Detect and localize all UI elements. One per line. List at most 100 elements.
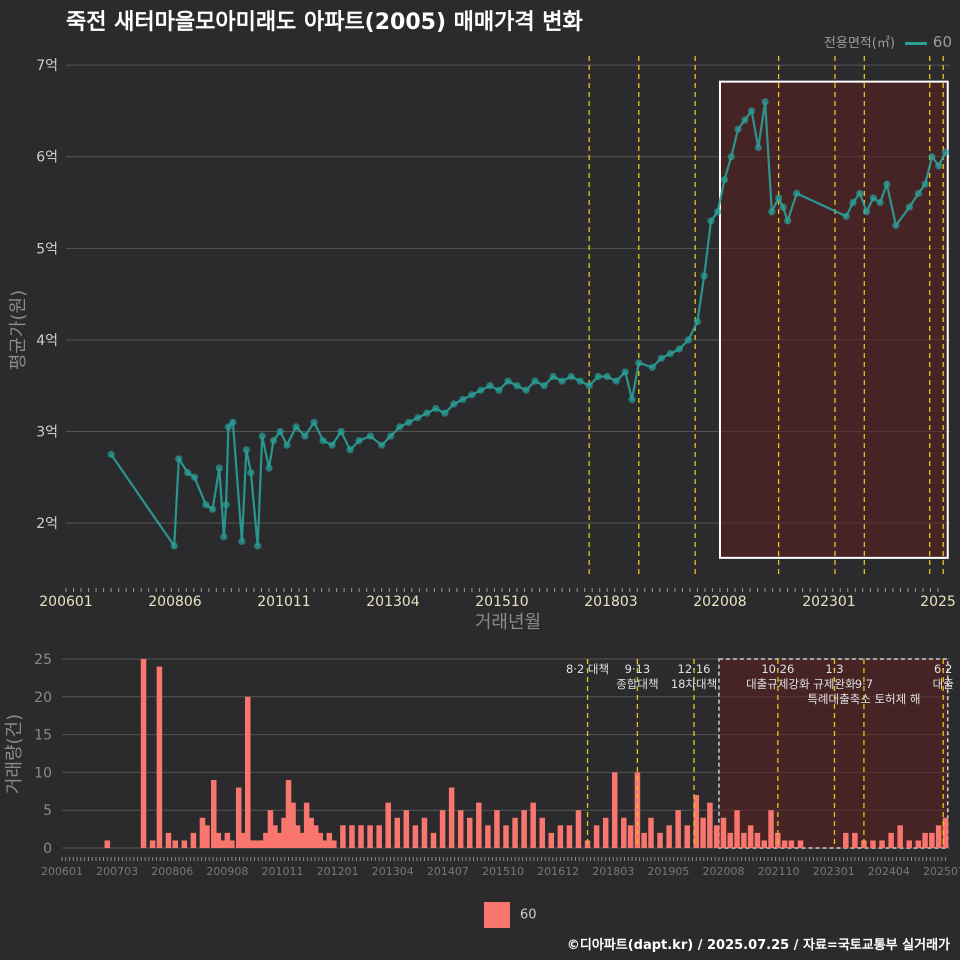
price-data-point <box>522 386 530 394</box>
volume-bar <box>648 817 654 848</box>
volume-bar <box>181 840 188 848</box>
price-data-point <box>265 464 273 472</box>
volume-bar <box>485 825 491 848</box>
volume-bar <box>281 817 287 848</box>
price-data-point <box>283 441 291 449</box>
volume-bar <box>634 772 641 848</box>
volume-x-tick-label: 201304 <box>372 865 414 878</box>
area-legend: 전용면적(㎡) 60 <box>824 32 952 51</box>
volume-y-tick-label: 15 <box>34 728 52 744</box>
volume-bar <box>303 802 310 848</box>
price-y-tick-label: 6억 <box>36 150 58 166</box>
volume-bar <box>358 825 364 848</box>
price-data-point <box>761 98 769 106</box>
volume-bar <box>602 817 609 848</box>
volume-x-tick-label: 200908 <box>206 865 248 878</box>
volume-bar <box>727 832 734 848</box>
price-data-point <box>621 368 629 376</box>
volume-bar <box>906 840 912 848</box>
volume-bar <box>942 817 949 848</box>
price-data-point <box>319 437 327 445</box>
price-data-point <box>477 386 485 394</box>
price-data-point <box>229 418 237 426</box>
price-data-point <box>603 372 611 381</box>
price-y-tick-label: 7억 <box>36 58 58 74</box>
volume-x-tick-label: 201612 <box>537 865 579 878</box>
price-data-point <box>747 107 756 115</box>
price-data-point <box>779 203 787 211</box>
price-data-point <box>441 409 449 417</box>
volume-bar <box>229 840 235 848</box>
volume-bar <box>331 840 337 848</box>
volume-bar <box>312 825 319 848</box>
price-data-point <box>366 432 375 440</box>
volume-bar <box>521 810 527 848</box>
volume-policy-text-label: 규제완화 <box>813 677 856 691</box>
price-data-point <box>184 469 192 477</box>
volume-bar <box>249 840 256 848</box>
volume-bar <box>385 802 391 848</box>
price-data-point <box>675 345 683 353</box>
volume-bar <box>215 832 222 848</box>
volume-bar <box>512 817 518 848</box>
volume-bar <box>539 817 545 848</box>
volume-bar <box>797 840 804 848</box>
volume-x-tick-label: 200806 <box>151 865 193 878</box>
volume-bar <box>308 817 314 848</box>
price-data-point <box>935 162 943 170</box>
area-legend-label: 전용면적(㎡) <box>823 36 895 51</box>
price-data-point <box>775 194 783 202</box>
price-data-point <box>220 533 228 541</box>
price-data-point <box>720 176 729 184</box>
price-x-tick-label: 201803 <box>584 594 637 610</box>
price-x-tick-label: 200806 <box>148 594 202 610</box>
price-x-axis-title: 거래년월 <box>475 612 541 633</box>
price-data-point <box>700 272 708 280</box>
volume-bar <box>220 840 226 848</box>
price-data-point <box>567 372 575 381</box>
price-data-point <box>741 116 749 124</box>
volume-bar <box>584 840 591 848</box>
price-y-tick-label: 3억 <box>36 424 58 440</box>
price-data-point <box>170 542 178 550</box>
volume-bar <box>494 810 500 848</box>
price-x-tick-label: 201510 <box>475 594 528 610</box>
volume-highlight-region <box>718 658 949 849</box>
price-data-point <box>292 423 300 431</box>
volume-bar <box>367 825 373 848</box>
volume-legend-value: 60 <box>520 907 537 923</box>
chart-title: 죽전 새터마을모아미래도 아파트(2005) 매매가격 변화 <box>66 10 583 35</box>
volume-bar <box>439 810 446 848</box>
price-data-point <box>396 423 404 431</box>
price-data-point <box>531 377 539 385</box>
volume-policy-text-label: 종합대책 <box>616 677 658 691</box>
price-data-point <box>242 446 251 454</box>
volume-bar <box>394 817 401 848</box>
price-data-point <box>414 414 422 422</box>
volume-bar <box>140 659 147 848</box>
price-data-point <box>754 143 762 152</box>
volume-bar <box>430 832 437 848</box>
price-data-point <box>856 189 864 197</box>
volume-bar <box>199 817 206 848</box>
price-data-point <box>628 395 636 404</box>
volume-bar <box>412 825 419 848</box>
price-data-point <box>558 377 566 385</box>
price-data-point <box>337 427 345 436</box>
volume-bar <box>929 832 935 848</box>
footer-credit: ©디아파트(dapt.kr) / 2025.07.25 / 자료=국토교통부 실… <box>566 938 950 953</box>
volume-x-tick-label: 201803 <box>592 865 634 878</box>
volume-policy-text-label: 대출 <box>933 677 954 691</box>
price-data-point <box>849 198 857 207</box>
volume-x-tick-label: 201201 <box>317 865 359 878</box>
volume-policy-text-label: 특례대출축소 토허제 해 <box>807 692 920 706</box>
volume-x-tick-label: 201407 <box>427 865 469 878</box>
price-data-point <box>905 203 914 211</box>
price-data-point <box>612 377 620 385</box>
volume-bar <box>258 840 265 848</box>
price-data-point <box>247 469 255 477</box>
volume-bar <box>761 840 767 848</box>
volume-bar <box>657 832 663 848</box>
volume-policy-date-label: 12·16 <box>678 662 711 676</box>
volume-bar <box>322 840 328 848</box>
